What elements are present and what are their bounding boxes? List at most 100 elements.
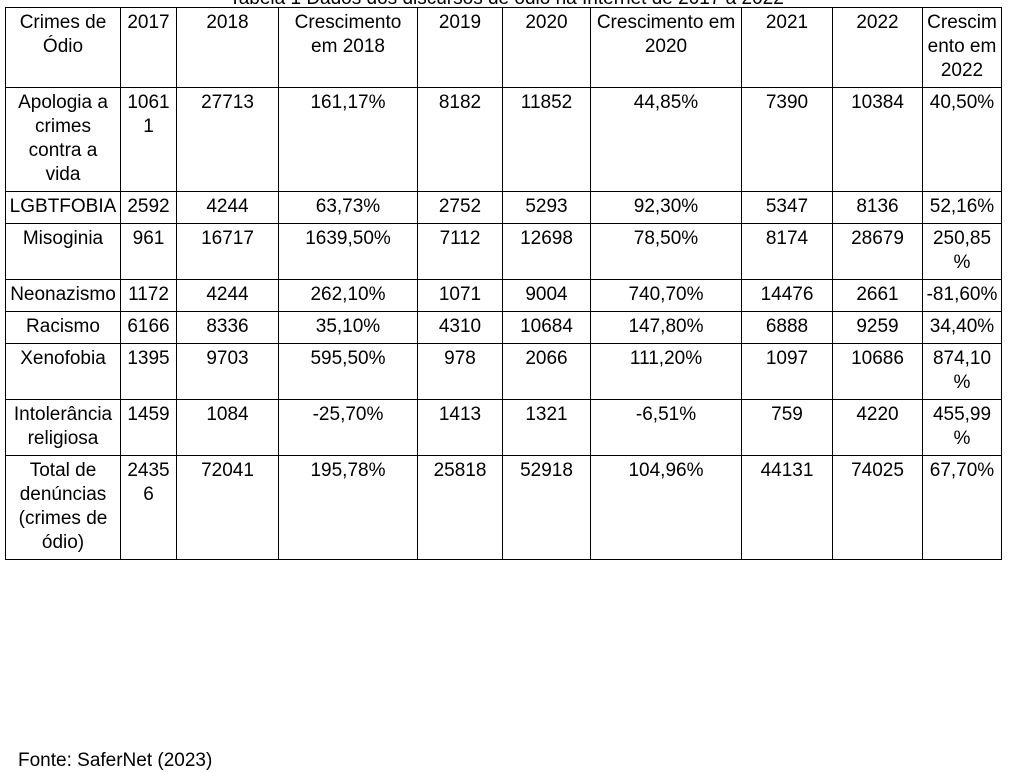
table-row: Neonazismo 1172 4244 262,10% 1071 9004 740,70%… [5, 279, 1002, 312]
table-cell: 34,40% [922, 311, 1002, 344]
column-header: Crescimento em 2018 [278, 7, 418, 88]
column-header: 2019 [417, 7, 503, 88]
table-cell: 1071 [417, 279, 503, 312]
row-label: Neonazismo [5, 279, 121, 312]
table-cell: 4244 [176, 191, 279, 224]
table-cell: 2592 [120, 191, 177, 224]
table-cell: 1459 [120, 399, 177, 456]
table-cell: 7390 [741, 87, 833, 192]
table-cell: 16717 [176, 223, 279, 280]
table-cell: -81,60% [922, 279, 1002, 312]
table-cell: 2066 [502, 343, 591, 400]
table-cell: 1413 [417, 399, 503, 456]
table-cell: 1097 [741, 343, 833, 400]
table-cell: 40,50% [922, 87, 1002, 192]
table-cell: 7112 [417, 223, 503, 280]
table-cell: 2752 [417, 191, 503, 224]
table-cell: 759 [741, 399, 833, 456]
row-label: Apologia a crimes contra a vida [5, 87, 121, 192]
table-cell: 25818 [417, 455, 503, 560]
table-row: Intolerância religiosa 1459 1084 -25,70% 141… [5, 399, 1002, 456]
table-cell: 44,85% [590, 87, 742, 192]
table-cell: 78,50% [590, 223, 742, 280]
table-cell: 1395 [120, 343, 177, 400]
row-label: Intolerância religiosa [5, 399, 121, 456]
table-cell: 740,70% [590, 279, 742, 312]
table-row: LGBTFOBIA 2592 4244 63,73% 2752 5293 92,30% 534… [5, 191, 1002, 224]
column-header: Crimes de Ódio [5, 7, 121, 88]
table-cell: 14476 [741, 279, 833, 312]
table-cell: 262,10% [278, 279, 418, 312]
table-cell: 147,80% [590, 311, 742, 344]
table-cell: 8182 [417, 87, 503, 192]
table-cell: 874,10% [922, 343, 1002, 400]
table-cell: 161,17% [278, 87, 418, 192]
table-cell: 52,16% [922, 191, 1002, 224]
table-cell: 195,78% [278, 455, 418, 560]
table-cell: 595,50% [278, 343, 418, 400]
table-cell: 9259 [832, 311, 923, 344]
table-cell: 1321 [502, 399, 591, 456]
column-header: 2020 [502, 7, 591, 88]
table-cell: 24356 [120, 455, 177, 560]
table-cell: 35,10% [278, 311, 418, 344]
column-header: 2017 [120, 7, 177, 88]
table-cell: 6166 [120, 311, 177, 344]
table-cell: 8136 [832, 191, 923, 224]
table-cell: 10686 [832, 343, 923, 400]
table-cell: 72041 [176, 455, 279, 560]
table-cell: 4244 [176, 279, 279, 312]
table-row: Misoginia 961 16717 1639,50% 7112 12698 78,50%… [5, 223, 1002, 280]
table-cell: 978 [417, 343, 503, 400]
table-cell: 67,70% [922, 455, 1002, 560]
table-cell: 9004 [502, 279, 591, 312]
table-cell: -6,51% [590, 399, 742, 456]
column-header: 2022 [832, 7, 923, 88]
table-cell: -25,70% [278, 399, 418, 456]
table-cell: 11852 [502, 87, 591, 192]
column-header: 2018 [176, 7, 279, 88]
table-cell: 8174 [741, 223, 833, 280]
table-cell: 10384 [832, 87, 923, 192]
table-cell: 27713 [176, 87, 279, 192]
table-cell: 9703 [176, 343, 279, 400]
table-cell: 12698 [502, 223, 591, 280]
table-cell: 1172 [120, 279, 177, 312]
table-cell: 250,85% [922, 223, 1002, 280]
column-header: 2021 [741, 7, 833, 88]
row-label: LGBTFOBIA [5, 191, 121, 224]
table-row: Racismo 6166 8336 35,10% 4310 10684 147,80% 688… [5, 311, 1002, 344]
table-cell: 74025 [832, 455, 923, 560]
table-source: Fonte: SaferNet (2023) [18, 750, 213, 771]
header-row: Crimes de Ódio 2017 2018 Crescimento em 201… [5, 7, 1002, 88]
table-cell: 2661 [832, 279, 923, 312]
row-label: Misoginia [5, 223, 121, 280]
table-cell: 52918 [502, 455, 591, 560]
hate-crimes-table: Crimes de Ódio 2017 2018 Crescimento em 201… [5, 7, 1002, 560]
table-cell: 4220 [832, 399, 923, 456]
row-label: Racismo [5, 311, 121, 344]
table-cell: 1084 [176, 399, 279, 456]
table-cell: 10684 [502, 311, 591, 344]
table-cell: 5293 [502, 191, 591, 224]
table-cell: 961 [120, 223, 177, 280]
table-caption: Tabela 1 Dados dos discursos de ódio na … [0, 0, 1013, 10]
column-header: Crescimento em 2022 [922, 7, 1002, 88]
table-row: Apologia a crimes contra a vida 10611 2771… [5, 87, 1002, 192]
table-cell: 28679 [832, 223, 923, 280]
table-cell: 92,30% [590, 191, 742, 224]
row-label: Xenofobia [5, 343, 121, 400]
table-cell: 6888 [741, 311, 833, 344]
table-cell: 5347 [741, 191, 833, 224]
table-cell: 44131 [741, 455, 833, 560]
table-cell: 111,20% [590, 343, 742, 400]
row-label: Total de denúncias (crimes de ódio) [5, 455, 121, 560]
table-cell: 4310 [417, 311, 503, 344]
table-cell: 1639,50% [278, 223, 418, 280]
table-cell: 63,73% [278, 191, 418, 224]
column-header: Crescimento em 2020 [590, 7, 742, 88]
table-row: Xenofobia 1395 9703 595,50% 978 2066 111,20% 10… [5, 343, 1002, 400]
table-cell: 455,99% [922, 399, 1002, 456]
table-row: Total de denúncias (crimes de ódio) 24356… [5, 455, 1002, 560]
table-cell: 8336 [176, 311, 279, 344]
